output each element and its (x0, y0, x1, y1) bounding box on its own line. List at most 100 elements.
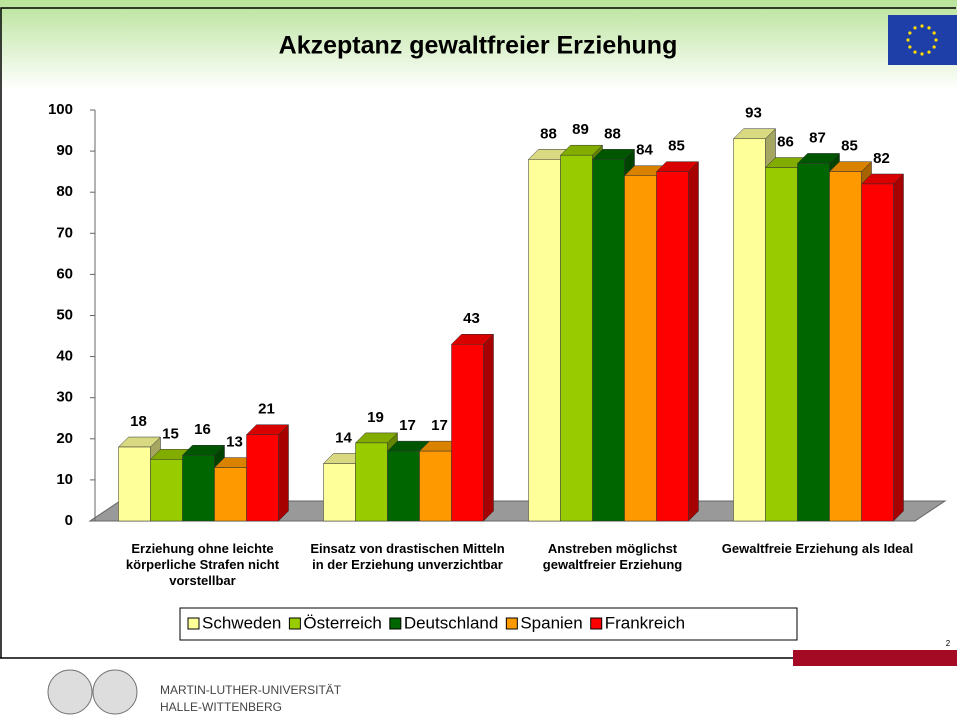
bar-top-shade (355, 432, 398, 443)
bar (592, 159, 625, 522)
star (906, 38, 910, 42)
legend-label: Frankreich (605, 613, 685, 632)
data-label: 21 (258, 401, 275, 418)
bar (560, 154, 593, 522)
data-label: 19 (367, 409, 384, 426)
data-label: 87 (809, 129, 826, 146)
data-label: 88 (604, 125, 621, 142)
legend (179, 607, 798, 641)
bar-side-shade (483, 334, 494, 521)
bar-top-shade (528, 149, 571, 160)
eu-stars (906, 24, 938, 56)
y-tick-label: 20 (56, 430, 73, 447)
bar-top-shade (624, 165, 667, 176)
bar (733, 138, 766, 522)
data-label: 13 (226, 434, 243, 451)
page-number: 2 (946, 639, 951, 648)
data-label: 18 (130, 413, 147, 430)
bar (150, 459, 183, 522)
bar (118, 446, 151, 522)
legend-label: Spanien (520, 613, 582, 632)
y-tick-label: 30 (56, 389, 73, 406)
bar-top-shade (733, 128, 776, 139)
star (934, 38, 938, 42)
bar-top-shade (182, 445, 225, 456)
bar (861, 183, 894, 522)
y-tick-label: 80 (56, 183, 73, 200)
star (913, 50, 917, 54)
bar-top-shade (214, 457, 257, 468)
x-tick-label: Anstreben möglichst gewaltfreier Erziehu… (542, 541, 683, 572)
data-label: 86 (777, 134, 794, 151)
university-name: HALLE-WITTENBERG (160, 700, 282, 714)
bar (214, 467, 247, 522)
bar-top-shade (150, 449, 193, 460)
legend-swatch (389, 617, 402, 630)
star (932, 31, 936, 35)
legend-label: Deutschland (404, 613, 499, 632)
bar (246, 434, 279, 522)
legend-swatch (187, 617, 200, 630)
y-tick-label: 50 (56, 306, 73, 323)
x-tick-label: Gewaltfreie Erziehung als Ideal (721, 541, 914, 556)
y-tick-label: 0 (65, 512, 73, 529)
y-tick-label: 90 (56, 142, 73, 159)
bar-top-shade (246, 424, 289, 435)
data-label: 17 (399, 417, 416, 434)
bar (451, 344, 484, 522)
star (908, 45, 912, 49)
legend-swatch (590, 617, 603, 630)
seal (92, 669, 138, 715)
data-label: 85 (841, 138, 858, 155)
y-tick-label: 70 (56, 224, 73, 241)
legend-swatch (288, 617, 301, 630)
legend-swatch (505, 617, 518, 630)
university-name: MARTIN-LUTHER-UNIVERSITÄT (160, 683, 342, 697)
data-label: 85 (668, 138, 685, 155)
bar (528, 159, 561, 522)
data-label: 89 (572, 121, 589, 138)
data-label: 93 (745, 105, 762, 122)
bar (829, 171, 862, 522)
bar (624, 175, 657, 522)
bar (387, 450, 420, 522)
data-label: 82 (873, 150, 890, 167)
data-label: 84 (636, 142, 653, 159)
bar-top-shade (765, 157, 808, 168)
bar-top-shade (656, 161, 699, 172)
x-tick-label: Einsatz von drastischen Mitteln in der E… (310, 541, 505, 572)
bar-top-shade (419, 441, 462, 452)
accent-bar (793, 650, 957, 666)
legend-label: Schweden (202, 613, 281, 632)
star (927, 26, 931, 30)
bar-top-shade (560, 145, 603, 156)
y-tick-label: 40 (56, 348, 73, 365)
bar (656, 171, 689, 522)
bar-top-shade (323, 453, 366, 464)
frame (0, 7, 956, 90)
bar (419, 450, 452, 522)
bar-top-shade (829, 161, 872, 172)
data-label: 17 (431, 417, 448, 434)
y-tick-label: 100 (48, 101, 73, 118)
star (920, 52, 924, 56)
header-band (0, 0, 957, 90)
bar (355, 442, 388, 522)
legend-label: Österreich (303, 613, 381, 632)
star (913, 26, 917, 30)
star (927, 50, 931, 54)
bar-top-shade (592, 149, 635, 160)
bar-top-shade (118, 437, 161, 448)
bar-side-shade (893, 173, 904, 522)
bar-top-shade (861, 173, 904, 184)
seal (47, 669, 93, 715)
bar-top-shade (797, 153, 840, 164)
y-tick-label: 10 (56, 471, 73, 488)
bar-side-shade (688, 161, 699, 521)
chart-title: Akzeptanz gewaltfreier Erziehung (279, 32, 678, 60)
bar (323, 463, 356, 522)
eu-flag (888, 15, 957, 65)
bar-side-shade (278, 424, 289, 521)
